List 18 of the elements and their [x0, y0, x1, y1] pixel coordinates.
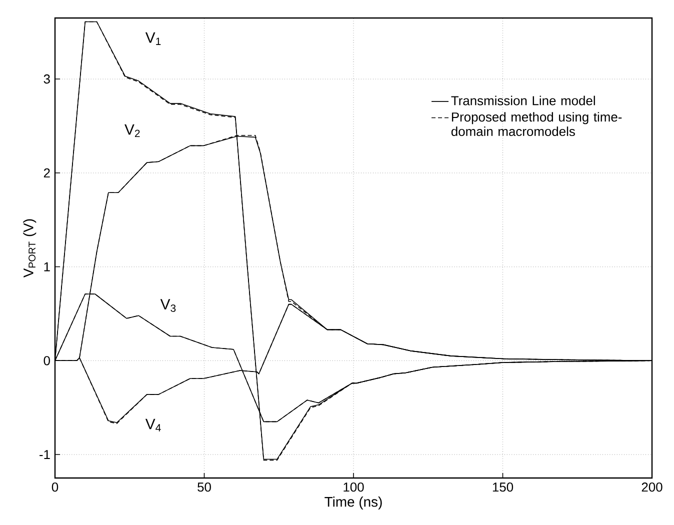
x-tick-label: 100: [344, 482, 364, 492]
annotation: V$_{4}$: [145, 418, 161, 432]
y-axis-title: V$_{PORT}$ (V): [23, 219, 36, 278]
y-tick-label: 1: [44, 262, 50, 272]
y-tick-label: -1: [40, 450, 50, 459]
y-tick-label: 2: [44, 168, 50, 178]
y-tick-label: 3: [44, 74, 50, 84]
x-axis-title: Time (ns): [324, 496, 382, 510]
y-tick-label: 0: [44, 356, 50, 366]
legend-label: Proposed method using time-domain macromodels: [451, 112, 622, 136]
x-tick-label: 200: [642, 482, 662, 492]
x-tick-label: 0: [52, 482, 58, 492]
annotation: V$_{2}$: [124, 124, 140, 138]
annotation: V$_{1}$: [145, 32, 161, 45]
annotation: V$_{3}$: [160, 299, 176, 312]
x-tick-label: 50: [198, 482, 211, 492]
x-tick-label: 150: [492, 482, 514, 492]
legend-label: Transmission Line model: [451, 96, 595, 106]
